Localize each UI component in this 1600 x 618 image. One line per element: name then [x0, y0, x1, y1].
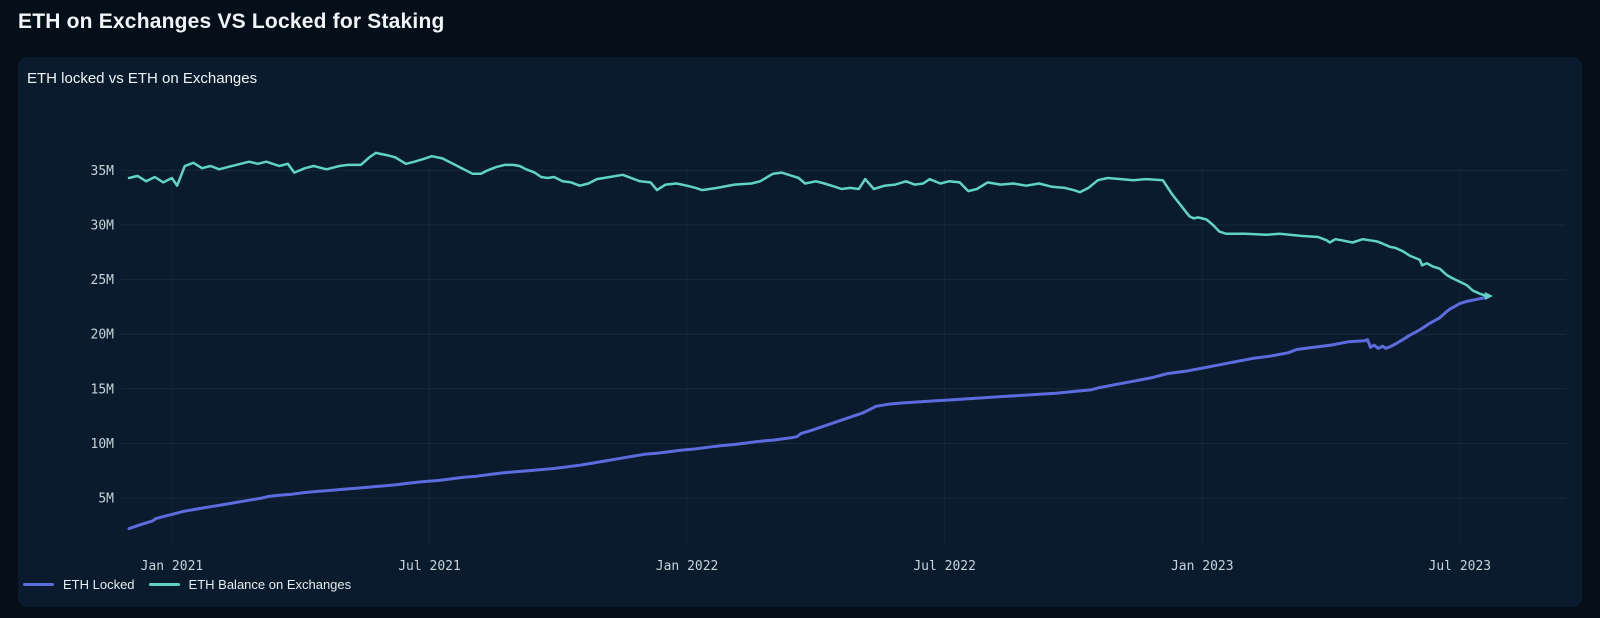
x-tick-label: Jan 2022 — [656, 559, 719, 574]
x-tick-label: Jul 2021 — [398, 559, 461, 574]
legend-swatch-eth-balance-icon — [148, 583, 180, 586]
legend-swatch-eth-locked-icon — [23, 583, 54, 586]
legend-item-eth-balance[interactable]: ETH Balance on Exchanges — [148, 577, 352, 592]
chart-panel: ETH locked vs ETH on Exchanges 5M 10M 15M 2… — [18, 57, 1582, 607]
y-tick-label: 10M — [91, 437, 115, 452]
y-tick-label: 15M — [91, 382, 115, 397]
legend-item-eth-locked[interactable]: ETH Locked — [23, 577, 135, 592]
page-title: ETH on Exchanges VS Locked for Staking — [18, 10, 445, 33]
legend-label-eth-balance: ETH Balance on Exchanges — [188, 577, 352, 592]
series-line-eth-locked — [127, 295, 1489, 531]
y-tick-label: 25M — [91, 273, 115, 288]
y-tick-label: 5M — [98, 492, 114, 507]
series-end-marker-icon — [1484, 291, 1493, 300]
chart-title: ETH locked vs ETH on Exchanges — [27, 70, 258, 87]
x-tick-label: Jul 2022 — [913, 559, 976, 574]
plot-area[interactable]: 5M 10M 15M 20M 25M 30M 35M Jan 2021 Jul 2021 Jan … — [18, 57, 1582, 607]
y-tick-label: 20M — [91, 328, 115, 343]
x-tick-label: Jan 2023 — [1171, 559, 1234, 574]
legend-label-eth-locked: ETH Locked — [63, 577, 135, 592]
y-tick-label: 35M — [91, 164, 115, 179]
chart-legend: ETH Locked ETH Balance on Exchanges — [23, 577, 351, 592]
y-tick-label: 30M — [91, 219, 115, 234]
x-tick-label: Jul 2023 — [1429, 559, 1492, 574]
x-tick-label: Jan 2021 — [141, 559, 204, 574]
series-line-eth-balance-on-exchanges — [127, 151, 1489, 298]
